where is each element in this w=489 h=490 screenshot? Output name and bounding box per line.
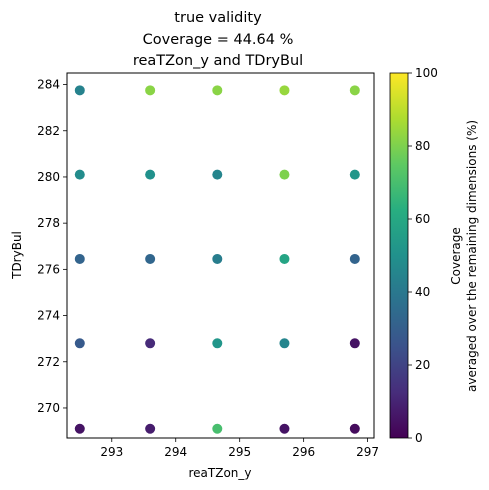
data-point (145, 423, 156, 434)
y-tick-label: 278 (37, 216, 60, 230)
colorbar-tick-label: 20 (415, 358, 430, 372)
data-point (212, 338, 223, 349)
data-point (349, 338, 360, 349)
data-point (74, 338, 85, 349)
data-point (74, 423, 85, 434)
colorbar-tick-label: 40 (415, 285, 430, 299)
y-tick-label: 274 (37, 309, 60, 323)
y-tick-label: 284 (37, 78, 60, 92)
chart-title-line-2: Coverage = 44.64 % (143, 32, 294, 48)
plot-area-frame (66, 72, 375, 439)
colorbar-ticks: 0 20 40 60 80 100 (408, 66, 438, 445)
x-tick-label: 293 (100, 445, 123, 459)
data-point (349, 85, 360, 96)
colorbar-tick-label: 100 (415, 66, 438, 80)
data-point (145, 253, 156, 264)
x-tick-label: 294 (164, 445, 187, 459)
chart-title-line-3: reaTZon_y and TDryBul (133, 53, 303, 69)
data-point (349, 423, 360, 434)
y-axis-ticks: 270 272 274 276 278 280 282 284 (37, 78, 67, 415)
colorbar-tick-label: 60 (415, 212, 430, 226)
data-point (212, 85, 223, 96)
colorbar-label-line-2: averaged over the remaining dimensions (… (465, 120, 479, 392)
data-point (145, 338, 156, 349)
data-point (145, 85, 156, 96)
x-axis-ticks: 293 294 295 296 297 (100, 438, 379, 459)
data-point (349, 169, 360, 180)
data-point (279, 85, 290, 96)
data-point (145, 169, 156, 180)
x-axis-label: reaTZon_y (188, 466, 251, 480)
y-tick-label: 270 (37, 401, 60, 415)
y-tick-label: 282 (37, 124, 60, 138)
x-tick-label: 295 (228, 445, 251, 459)
y-tick-label: 280 (37, 170, 60, 184)
data-points (74, 85, 360, 434)
x-tick-label: 296 (292, 445, 315, 459)
data-point (74, 169, 85, 180)
y-axis-label: TDryBul (10, 231, 24, 280)
colorbar-tick-label: 80 (415, 139, 430, 153)
y-tick-label: 272 (37, 355, 60, 369)
data-point (212, 423, 223, 434)
y-tick-label: 276 (37, 262, 60, 276)
data-point (212, 253, 223, 264)
colorbar-label-line-1: Coverage (449, 227, 463, 285)
colorbar-tick-label: 0 (415, 431, 423, 445)
data-point (279, 423, 290, 434)
data-point (349, 253, 360, 264)
chart-title-line-1: true validity (174, 10, 262, 26)
data-point (74, 85, 85, 96)
data-point (279, 338, 290, 349)
data-point (74, 253, 85, 264)
data-point (212, 169, 223, 180)
data-point (279, 253, 290, 264)
x-tick-label: 297 (356, 445, 379, 459)
colorbar (389, 72, 409, 439)
data-point (279, 169, 290, 180)
